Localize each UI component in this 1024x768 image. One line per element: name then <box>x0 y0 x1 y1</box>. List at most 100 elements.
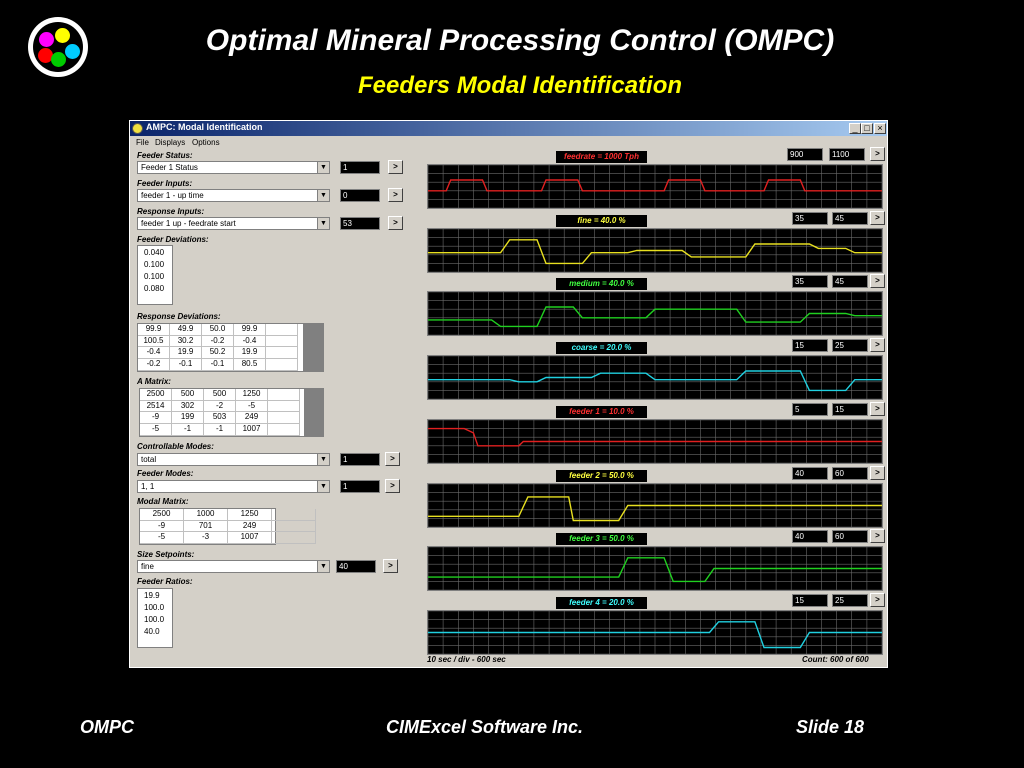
table-cell-empty[interactable] <box>272 532 316 544</box>
trend-max-value[interactable]: 45 <box>832 212 868 225</box>
feeder-inputs-button[interactable]: > <box>388 188 403 202</box>
table-cell[interactable]: 199 <box>172 412 204 425</box>
table-cell[interactable]: -9 <box>140 412 172 425</box>
trend-max-value[interactable]: 45 <box>832 275 868 288</box>
size-setpoints-combo[interactable]: fine ▼ <box>137 560 330 573</box>
controllable-modes-button[interactable]: > <box>385 452 400 466</box>
trend-scale-button[interactable]: > <box>870 338 885 352</box>
trend-scale-button[interactable]: > <box>870 147 885 161</box>
feeder-status-combo[interactable]: Feeder 1 Status ▼ <box>137 161 330 174</box>
table-cell[interactable]: 302 <box>172 400 204 413</box>
table-cell[interactable]: -0.1 <box>202 359 234 371</box>
table-cell-empty[interactable] <box>272 520 316 532</box>
feeder-status-value[interactable]: 1 <box>340 161 380 174</box>
table-cell[interactable]: -5 <box>236 400 268 413</box>
table-cell[interactable]: 49.9 <box>170 324 202 336</box>
trend-max-value[interactable]: 60 <box>832 467 868 480</box>
trend-scale-button[interactable]: > <box>870 529 885 543</box>
maximize-button[interactable]: □ <box>861 123 873 134</box>
table-cell[interactable]: 1007 <box>228 532 272 544</box>
chevron-down-icon[interactable]: ▼ <box>317 561 329 572</box>
table-cell[interactable]: 249 <box>236 412 268 425</box>
table-cell[interactable]: -1 <box>204 424 236 436</box>
table-cell[interactable]: -0.2 <box>202 335 234 348</box>
table-cell-empty[interactable] <box>266 324 298 336</box>
feeder-inputs-combo[interactable]: feeder 1 - up time ▼ <box>137 189 330 202</box>
response-inputs-button[interactable]: > <box>388 216 403 230</box>
table-cell[interactable]: 100.5 <box>138 335 170 348</box>
feeder-modes-combo[interactable]: 1, 1 ▼ <box>137 480 330 493</box>
table-cell[interactable]: 1000 <box>184 509 228 521</box>
trend-min-value[interactable]: 5 <box>792 403 828 416</box>
trend-scale-button[interactable]: > <box>870 466 885 480</box>
feeder-ratios-list[interactable]: 19.9 100.0 100.0 40.0 <box>137 588 173 648</box>
table-cell-empty[interactable] <box>268 424 300 436</box>
table-cell-empty[interactable] <box>266 359 298 371</box>
chevron-down-icon[interactable]: ▼ <box>317 481 329 492</box>
menu-options[interactable]: Options <box>192 138 220 147</box>
table-cell[interactable]: 500 <box>172 389 204 401</box>
table-cell[interactable]: 80.5 <box>234 359 266 371</box>
table-cell[interactable]: 249 <box>228 520 272 532</box>
response-inputs-combo[interactable]: feeder 1 up - feedrate start ▼ <box>137 217 330 230</box>
a-matrix-table[interactable]: 2500 500 500 1250 2514 302 -2 -5 -9 199 503 249 -5 -1… <box>139 388 324 437</box>
trend-max-value[interactable]: 25 <box>832 594 868 607</box>
table-cell[interactable]: -5 <box>140 424 172 436</box>
trend-min-value[interactable]: 900 <box>787 148 823 161</box>
table-cell[interactable]: 500 <box>204 389 236 401</box>
response-inputs-value[interactable]: 53 <box>340 217 380 230</box>
size-setpoints-value[interactable]: 40 <box>336 560 376 573</box>
table-cell[interactable]: 1250 <box>236 389 268 401</box>
table-cell-empty[interactable] <box>268 389 300 401</box>
table-cell[interactable]: 50.0 <box>202 324 234 336</box>
table-cell[interactable]: 50.2 <box>202 347 234 360</box>
table-cell[interactable]: -0.4 <box>234 335 266 348</box>
minimize-button[interactable]: _ <box>849 123 861 134</box>
table-cell[interactable]: -0.1 <box>170 359 202 371</box>
response-deviations-table[interactable]: 99.9 49.9 50.0 99.9 100.5 30.2 -0.2 -0.4 -0.4 19.… <box>137 323 324 372</box>
trend-scale-button[interactable]: > <box>870 402 885 416</box>
table-cell[interactable]: -0.4 <box>138 347 170 360</box>
trend-min-value[interactable]: 15 <box>792 594 828 607</box>
table-cell[interactable]: 2500 <box>140 509 184 521</box>
table-cell-empty[interactable] <box>266 335 298 348</box>
close-button[interactable]: × <box>874 123 886 134</box>
table-cell[interactable]: 19.9 <box>234 347 266 360</box>
chevron-down-icon[interactable]: ▼ <box>317 190 329 201</box>
table-cell[interactable]: 99.9 <box>138 324 170 336</box>
controllable-modes-value[interactable]: 1 <box>340 453 380 466</box>
table-cell[interactable]: -2 <box>204 400 236 413</box>
table-cell[interactable]: -9 <box>140 520 184 532</box>
trend-max-value[interactable]: 15 <box>832 403 868 416</box>
trend-min-value[interactable]: 15 <box>792 339 828 352</box>
chevron-down-icon[interactable]: ▼ <box>317 162 329 173</box>
feeder-modes-value[interactable]: 1 <box>340 480 380 493</box>
trend-min-value[interactable]: 35 <box>792 275 828 288</box>
feeder-modes-button[interactable]: > <box>385 479 400 493</box>
table-cell[interactable]: 1007 <box>236 424 268 436</box>
trend-min-value[interactable]: 40 <box>792 467 828 480</box>
chevron-down-icon[interactable]: ▼ <box>317 218 329 229</box>
table-cell[interactable]: -0.2 <box>138 359 170 371</box>
menu-file[interactable]: File <box>136 138 149 147</box>
trend-scale-button[interactable]: > <box>870 593 885 607</box>
table-cell[interactable]: -1 <box>172 424 204 436</box>
trend-max-value[interactable]: 1100 <box>829 148 865 161</box>
trend-scale-button[interactable]: > <box>870 274 885 288</box>
table-cell-empty[interactable] <box>272 509 316 521</box>
table-cell[interactable]: 2500 <box>140 389 172 401</box>
feeder-status-button[interactable]: > <box>388 160 403 174</box>
table-cell[interactable]: -3 <box>184 532 228 544</box>
modal-matrix-table[interactable]: 2500 1000 1250 -9 701 249 -5 -3 1007 <box>139 508 316 545</box>
table-cell[interactable]: -5 <box>140 532 184 544</box>
chevron-down-icon[interactable]: ▼ <box>317 454 329 465</box>
table-cell-empty[interactable] <box>268 412 300 425</box>
table-cell[interactable]: 1250 <box>228 509 272 521</box>
controllable-modes-combo[interactable]: total ▼ <box>137 453 330 466</box>
table-cell[interactable]: 19.9 <box>170 347 202 360</box>
table-cell[interactable]: 30.2 <box>170 335 202 348</box>
table-cell[interactable]: 503 <box>204 412 236 425</box>
table-cell[interactable]: 99.9 <box>234 324 266 336</box>
trend-min-value[interactable]: 35 <box>792 212 828 225</box>
table-cell-empty[interactable] <box>266 347 298 360</box>
